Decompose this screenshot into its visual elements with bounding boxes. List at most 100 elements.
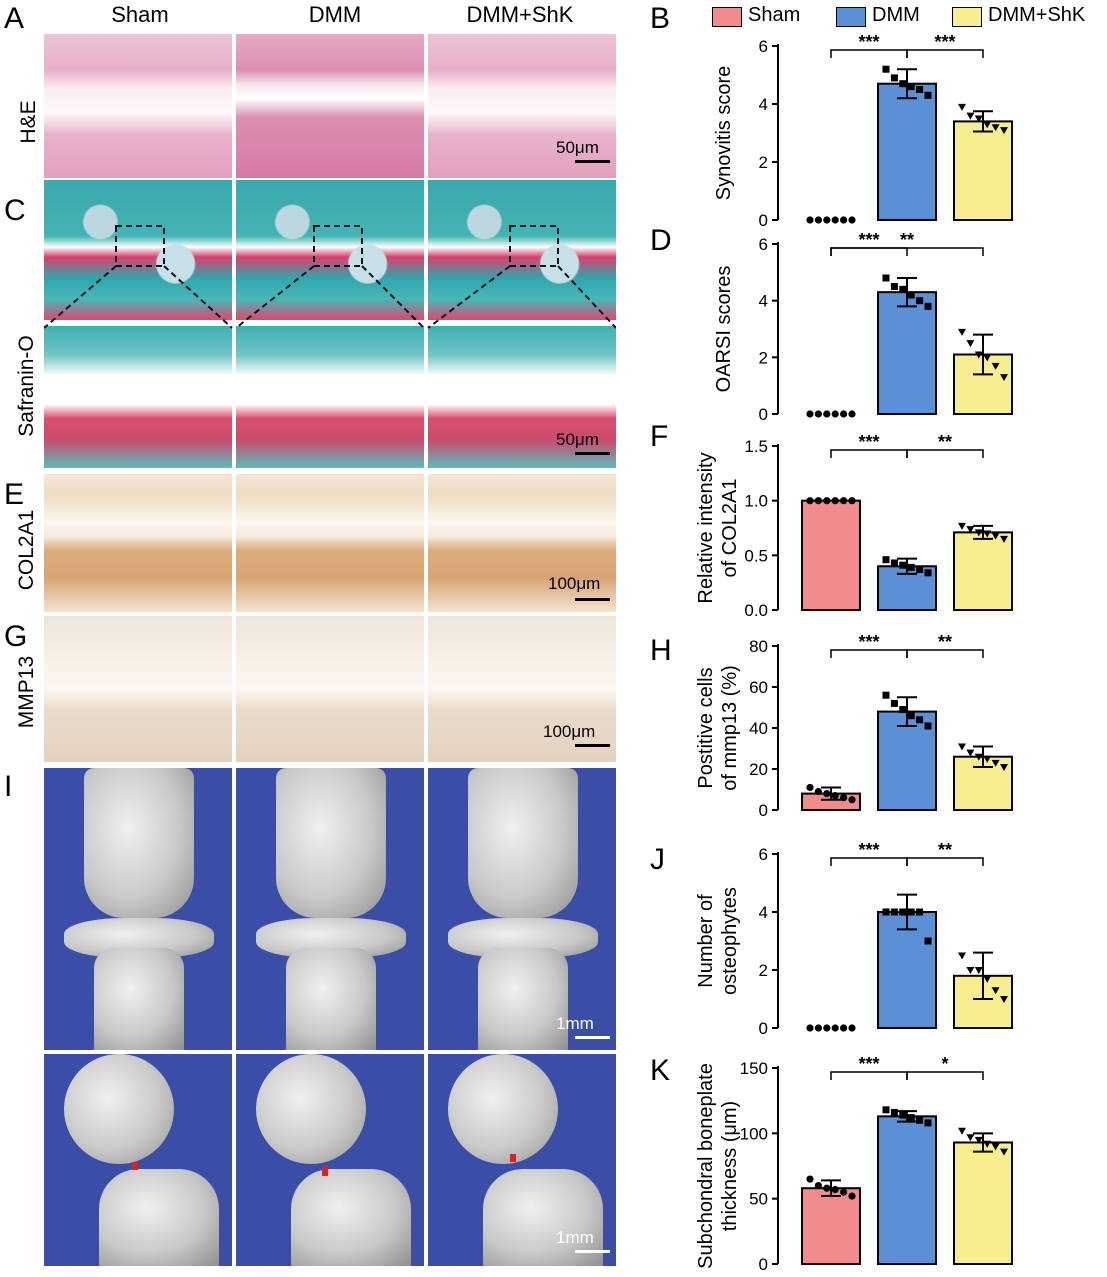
data-point	[840, 794, 848, 802]
y-tick-label: 0.5	[744, 546, 768, 565]
he-image-sham	[44, 34, 232, 178]
data-point	[814, 1024, 822, 1032]
significance-label: ***	[858, 230, 879, 250]
y-tick-label: 2	[759, 961, 768, 980]
he-image-dmm	[236, 34, 424, 178]
data-point	[983, 755, 992, 763]
data-point	[907, 291, 915, 299]
significance-bracket	[906, 49, 984, 58]
ct-bottom-dmm	[236, 1054, 424, 1266]
significance-label: *	[941, 1054, 948, 1074]
y-axis-label: thickness (μm)	[719, 1101, 741, 1231]
legend-swatch-dmm	[836, 7, 866, 27]
data-point	[1000, 535, 1008, 543]
scale-label-safranin: 50μm	[556, 430, 599, 449]
y-tick-label: 6	[759, 37, 768, 56]
data-point	[823, 216, 831, 224]
data-point	[991, 124, 1000, 132]
data-point	[966, 526, 975, 534]
data-point	[848, 216, 856, 224]
panel-label-g: G	[4, 620, 28, 653]
data-point	[899, 80, 907, 88]
y-axis-label: of mmp13 (%)	[719, 665, 741, 791]
y-tick-label: 40	[749, 719, 768, 738]
data-point	[806, 783, 814, 792]
data-point	[924, 722, 932, 730]
data-point	[958, 103, 966, 111]
ct-bottom-sham	[44, 1054, 232, 1266]
data-point	[1000, 374, 1008, 382]
ct-top-sham	[44, 768, 232, 1050]
data-point	[924, 569, 932, 577]
data-point	[831, 216, 839, 224]
data-point	[848, 1024, 856, 1032]
scale-label-ct-bottom: 1mm	[556, 1228, 594, 1247]
data-point	[823, 410, 831, 418]
data-point	[806, 497, 814, 505]
significance-label: **	[938, 632, 952, 652]
data-point	[882, 691, 890, 699]
significance-bracket	[906, 449, 984, 458]
data-point	[814, 787, 822, 796]
data-point	[991, 1143, 1000, 1151]
scale-bar-ct-bottom	[575, 1250, 610, 1253]
data-point	[966, 967, 975, 974]
y-tick-label: 4	[759, 95, 768, 114]
significance-bracket	[906, 857, 984, 866]
legend-label-sham: Sham	[748, 4, 801, 26]
data-point	[991, 362, 1000, 370]
data-point	[848, 497, 856, 505]
data-point	[916, 908, 924, 916]
significance-label: ***	[858, 1054, 879, 1074]
data-point	[831, 792, 839, 800]
scale-bar-col2a1	[575, 598, 610, 601]
data-point	[983, 530, 992, 538]
safranin-zoom-dmm	[236, 326, 424, 468]
chart-subchondral: 0 50 100 150 Subchondral boneplate thickness …	[695, 1054, 1013, 1274]
row-label-col2a1: COL2A1	[15, 509, 38, 591]
data-point	[916, 297, 924, 305]
col2a1-image-dmm	[236, 474, 424, 612]
y-axis-label: Number of	[695, 894, 717, 988]
data-point	[974, 115, 983, 123]
panel-label-e: E	[4, 478, 25, 511]
scale-label-mmp13: 100μm	[543, 722, 596, 741]
y-tick-label: 60	[749, 678, 768, 697]
data-point	[848, 1192, 856, 1200]
data-point	[974, 967, 983, 974]
y-tick-label: 50	[749, 1190, 768, 1209]
data-point	[882, 65, 890, 73]
y-tick-label: 150	[740, 1059, 768, 1078]
data-point	[840, 1188, 848, 1196]
data-point	[916, 566, 924, 574]
panel-label-f: F	[650, 420, 669, 453]
data-point	[924, 937, 932, 945]
data-point	[831, 497, 839, 505]
chart-synovitis: 0 2 4 6 Synovitis score *** ***	[713, 32, 1013, 230]
col2a1-image-dmm-shk	[428, 474, 616, 612]
data-point	[848, 796, 856, 804]
y-tick-label: 1.0	[744, 492, 768, 511]
significance-label: ***	[858, 840, 879, 860]
column-title-dmm-shk: DMM+ShK	[466, 2, 574, 27]
y-axis-label: Subchondral boneplate	[695, 1063, 717, 1269]
data-point	[966, 112, 975, 120]
data-point	[924, 91, 932, 99]
data-point	[806, 1024, 814, 1032]
legend-label-dmm: DMM	[872, 4, 920, 26]
y-tick-label: 4	[759, 903, 768, 922]
col2a1-image-sham	[44, 474, 232, 612]
scale-bar-safranin	[575, 452, 610, 455]
data-point	[806, 1175, 814, 1183]
y-tick-label: 4	[759, 292, 768, 311]
data-point	[1000, 127, 1008, 135]
data-point	[899, 561, 907, 569]
mmp13-image-dmm	[236, 616, 424, 762]
data-point	[966, 749, 975, 757]
y-axis-label: Postitive cells	[695, 667, 717, 788]
data-point	[814, 497, 822, 505]
significance-bracket	[830, 247, 984, 256]
